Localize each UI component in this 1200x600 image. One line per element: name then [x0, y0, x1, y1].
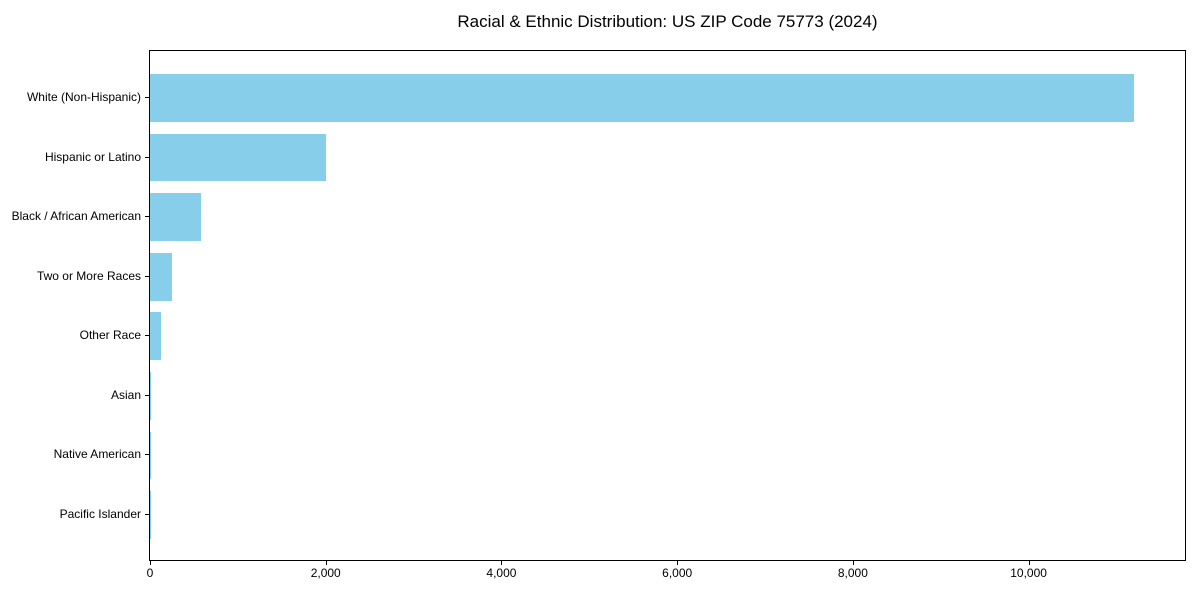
y-tick-mark [145, 97, 149, 99]
plot-area [149, 50, 1186, 561]
y-tick-label: Other Race [79, 328, 141, 343]
y-tick-mark [145, 513, 149, 515]
x-tick-label: 4,000 [486, 566, 517, 580]
x-tick-mark [150, 561, 151, 565]
x-tick-label: 6,000 [662, 566, 693, 580]
x-tick-label: 0 [146, 566, 154, 580]
y-tick-label: Pacific Islander [59, 506, 141, 521]
bar [150, 372, 152, 420]
x-tick-label: 8,000 [837, 566, 868, 580]
x-tick-mark [852, 561, 854, 565]
y-tick-mark [145, 275, 149, 277]
y-tick-label: White (Non-Hispanic) [26, 90, 141, 105]
y-tick-label: Hispanic or Latino [44, 149, 141, 164]
bar [150, 431, 151, 480]
x-tick-mark [325, 561, 327, 565]
bar [150, 252, 173, 301]
y-tick-label: Native American [53, 447, 141, 462]
bar [150, 312, 162, 361]
bar [150, 74, 1135, 122]
x-tick-label: 10,000 [1010, 566, 1047, 580]
x-tick-mark [1028, 561, 1030, 565]
y-tick-mark [145, 216, 149, 218]
y-tick-mark [145, 335, 149, 337]
y-tick-mark [145, 394, 149, 396]
x-tick-label: 2,000 [310, 566, 341, 580]
x-tick-mark [677, 561, 679, 565]
bar [150, 193, 201, 241]
y-tick-mark [145, 156, 149, 158]
y-tick-label: Two or More Races [36, 268, 141, 283]
chart-title: Racial & Ethnic Distribution: US ZIP Cod… [457, 12, 878, 31]
y-tick-mark [145, 454, 149, 456]
y-tick-label: Black / African American [11, 209, 141, 224]
bar [150, 133, 326, 182]
x-tick-mark [501, 561, 503, 565]
y-tick-label: Asian [110, 387, 141, 402]
